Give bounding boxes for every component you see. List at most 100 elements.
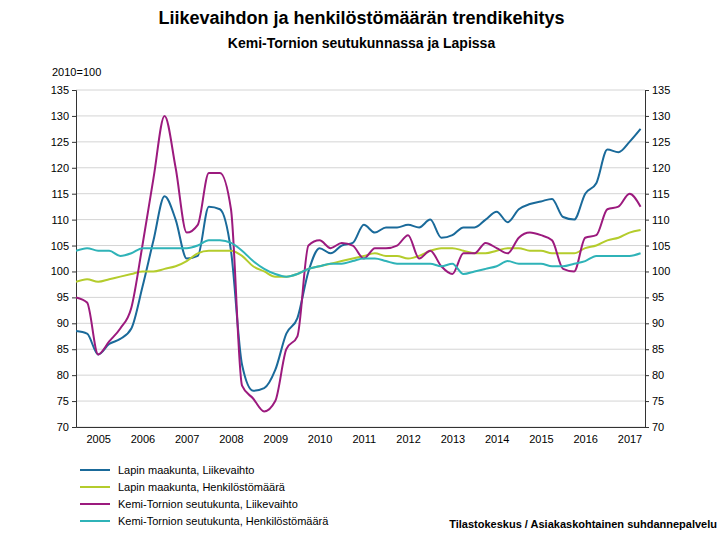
series-line [76,116,641,412]
grid-line [76,245,645,246]
tick-label: 110 [652,214,670,226]
tick-label: 120 [51,162,69,174]
tick-mark [645,220,649,221]
y2-axis: 707580859095100105110115120125130135 [645,84,670,433]
tick: 135 [645,84,670,96]
tick: 85 [57,343,76,355]
tick-label: 2006 [131,433,155,445]
tick: 70 [57,421,76,433]
tick: 2006 [131,427,155,445]
tick-label: 125 [51,136,69,148]
tick: 95 [645,291,664,303]
tick-label: 85 [57,343,69,355]
tick-label: 100 [51,265,69,277]
tick: 2008 [219,427,243,445]
source: Tilastokeskus / Asiakaskohtainen suhdann… [449,518,717,530]
tick-mark [72,168,76,169]
tick: 90 [57,317,76,329]
tick-mark [645,427,649,428]
tick-label: 75 [57,395,69,407]
tick-mark [72,116,76,117]
legend: Lapin maakunta, Liikevaihto Lapin maakunt… [80,464,329,527]
tick: 105 [645,240,670,252]
grid-line [76,271,645,272]
series-line [76,129,641,391]
tick-label: 90 [652,317,664,329]
y-axis-label: 2010=100 [52,66,101,78]
tick-mark [72,220,76,221]
tick: 135 [51,84,76,96]
legend-label: Kemi-Tornion seutukunta, Henkilöstömäärä [118,515,329,527]
grid-line [76,349,645,350]
tick: 125 [645,136,670,148]
tick-mark [645,271,649,272]
tick-mark [645,401,649,402]
tick-label: 125 [652,136,670,148]
tick-label: 135 [652,84,670,96]
tick-mark [72,194,76,195]
tick-mark [645,297,649,298]
tick: 2011 [352,427,376,445]
tick-mark [645,90,649,91]
tick-label: 2009 [264,433,288,445]
legend-label: Lapin maakunta, Henkilöstömäärä [118,481,286,493]
tick: 130 [645,110,670,122]
tick-label: 80 [57,369,69,381]
tick-label: 2010 [308,433,332,445]
tick-mark [72,349,76,350]
series-line [76,230,641,282]
grid-line [76,193,645,194]
tick-mark [645,323,649,324]
tick-mark [645,168,649,169]
axis-line [77,427,646,428]
tick-label: 70 [57,421,69,433]
series-line [76,240,641,276]
tick-mark [645,194,649,195]
tick-label: 110 [51,214,69,226]
tick: 100 [645,265,670,277]
tick: 130 [51,110,76,122]
tick-label: 80 [652,369,664,381]
legend-label: Lapin maakunta, Liikevaihto [118,464,254,476]
tick-mark [645,375,649,376]
tick-mark [72,142,76,143]
tick: 110 [51,214,76,226]
grid-line [76,427,645,428]
tick-mark [645,246,649,247]
tick-label: 2015 [529,433,553,445]
tick-mark [72,401,76,402]
axis-line [646,91,650,428]
tick: 2010 [308,427,332,445]
legend-swatch [80,520,110,522]
tick: 125 [51,136,76,148]
tick-mark [645,142,649,143]
tick-label: 2017 [618,433,642,445]
tick: 2007 [175,427,199,445]
tick-label: 130 [652,110,670,122]
tick: 2013 [441,427,465,445]
legend-swatch [80,469,110,471]
tick: 75 [57,395,76,407]
tick-mark [72,90,76,91]
tick: 2015 [529,427,553,445]
tick-label: 95 [652,291,664,303]
grid-line [76,401,645,402]
tick: 90 [645,317,664,329]
tick-label: 100 [652,265,670,277]
tick: 2012 [396,427,420,445]
grid-line [76,115,645,116]
lines [76,116,641,412]
tick: 80 [645,369,664,381]
grid-line [76,90,645,91]
tick-label: 2016 [573,433,597,445]
y-axis: 70 75 80 85 90 95 100 105 110 115 120 125 130 135 [51,84,77,433]
grid-line [76,141,645,142]
tick-label: 115 [51,188,69,200]
tick-label: 75 [652,395,664,407]
title: Liikevaihdon ja henkilöstömäärän trendik… [158,8,564,28]
tick: 120 [645,162,670,174]
tick-label: 105 [51,240,69,252]
tick-mark [72,297,76,298]
tick-mark [72,427,76,428]
tick: 95 [57,291,76,303]
